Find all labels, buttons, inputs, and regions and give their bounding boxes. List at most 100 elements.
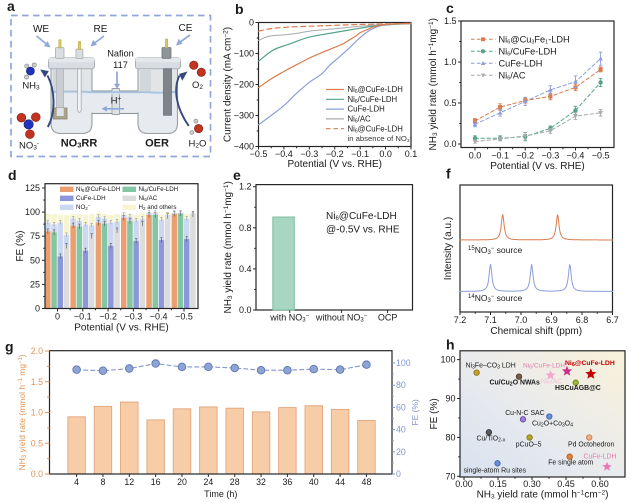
svg-text:6.7: 6.7	[606, 315, 619, 325]
svg-text:−0.4: −0.4	[150, 312, 168, 322]
svg-text:h: h	[446, 337, 455, 353]
svg-text:1.0: 1.0	[31, 408, 43, 418]
svg-text:−400: −400	[234, 142, 254, 152]
svg-text:CuFe-LDH: CuFe-LDH	[584, 454, 617, 461]
svg-text:Pd Octohedron: Pd Octohedron	[568, 441, 615, 448]
svg-text:12: 12	[124, 477, 134, 487]
svg-text:c: c	[446, 0, 454, 16]
svg-text:Time (h): Time (h)	[204, 489, 237, 499]
svg-text:FE (%): FE (%)	[15, 231, 26, 262]
svg-text:NO2−: NO2−	[76, 203, 91, 212]
svg-text:0.00: 0.00	[455, 479, 473, 489]
svg-text:in absence of NO3−: in absence of NO3−	[348, 134, 413, 144]
svg-text:0.0: 0.0	[469, 151, 482, 161]
svg-text:a: a	[7, 0, 15, 14]
svg-text:−0.1: −0.1	[74, 312, 92, 322]
svg-text:Fe single atom: Fe single atom	[548, 460, 593, 467]
svg-text:0.0: 0.0	[31, 469, 43, 479]
svg-text:NH3 yield rate (mmol h−1mg−1): NH3 yield rate (mmol h−1mg−1)	[223, 181, 235, 313]
svg-text:−0.4: −0.4	[567, 151, 585, 161]
svg-text:Ni6/AC: Ni6/AC	[541, 378, 562, 386]
svg-text:Ni6@CuFe-LDH: Ni6@CuFe-LDH	[76, 186, 120, 193]
svg-text:36: 36	[283, 477, 293, 487]
svg-text:−0.2: −0.2	[326, 149, 344, 159]
svg-text:117: 117	[113, 60, 128, 70]
svg-text:Ni6@Cu3Fe1-LDH: Ni6@Cu3Fe1-LDH	[499, 34, 570, 45]
svg-text:25: 25	[30, 279, 40, 289]
svg-text:CuFe-LDH: CuFe-LDH	[348, 105, 385, 114]
svg-text:Nafion: Nafion	[107, 49, 134, 59]
svg-text:100: 100	[440, 355, 455, 365]
svg-text:24: 24	[203, 477, 213, 487]
svg-text:CE: CE	[179, 23, 193, 34]
svg-text:0: 0	[249, 18, 254, 28]
svg-text:f: f	[446, 166, 451, 182]
svg-text:−0.3: −0.3	[300, 149, 318, 159]
svg-text:2.0: 2.0	[31, 346, 43, 356]
svg-text:NH3 yield rate (mmol h−1 mg−1): NH3 yield rate (mmol h−1 mg−1)	[17, 354, 28, 470]
svg-text:Cu/Cu2O NWAs: Cu/Cu2O NWAs	[490, 380, 541, 388]
svg-text:0.30: 0.30	[523, 479, 541, 489]
svg-text:60: 60	[396, 402, 406, 412]
svg-text:48: 48	[362, 477, 372, 487]
svg-text:@-0.5V vs. RHE: @-0.5V vs. RHE	[326, 225, 400, 236]
svg-text:50: 50	[30, 255, 40, 265]
svg-text:80: 80	[445, 432, 455, 442]
svg-text:1.2: 1.2	[239, 182, 252, 192]
svg-text:16: 16	[151, 477, 161, 487]
svg-text:32: 32	[256, 477, 266, 487]
svg-text:0.8: 0.8	[239, 223, 252, 233]
svg-text:Ni6/AC: Ni6/AC	[348, 115, 372, 125]
svg-text:0.1: 0.1	[405, 149, 418, 159]
svg-text:0.45: 0.45	[557, 479, 575, 489]
svg-text:0.15: 0.15	[489, 479, 507, 489]
svg-text:WE: WE	[33, 24, 49, 35]
svg-text:20: 20	[177, 477, 187, 487]
svg-text:8: 8	[100, 477, 105, 487]
svg-text:without NO3−: without NO3−	[315, 313, 368, 324]
svg-text:14NO3− source: 14NO3− source	[468, 293, 522, 304]
svg-text:Ni6@CuFe-LDH: Ni6@CuFe-LDH	[326, 211, 397, 222]
svg-text:−0.5: −0.5	[592, 151, 610, 161]
svg-text:O2: O2	[192, 80, 203, 91]
svg-text:40: 40	[396, 425, 406, 435]
svg-text:−100: −100	[234, 49, 254, 59]
svg-text:RE: RE	[94, 24, 108, 35]
svg-text:Ni6/AC: Ni6/AC	[499, 70, 526, 81]
svg-text:−300: −300	[234, 111, 254, 121]
svg-text:Ni3Fe–CO3 LDH: Ni3Fe–CO3 LDH	[466, 362, 516, 370]
svg-text:b: b	[235, 1, 244, 17]
svg-text:Potential (V vs. RHE): Potential (V vs. RHE)	[74, 323, 168, 334]
svg-text:NO3-: NO3-	[19, 140, 39, 152]
svg-text:Ni6/CuFe-LDH: Ni6/CuFe-LDH	[499, 46, 557, 57]
svg-text:15NO3− source: 15NO3− source	[468, 245, 522, 256]
svg-text:g: g	[5, 339, 14, 355]
svg-text:Potential (V vs. RHE): Potential (V vs. RHE)	[490, 161, 584, 172]
svg-text:7.2: 7.2	[454, 315, 467, 325]
svg-text:20: 20	[396, 447, 406, 457]
svg-text:Ni6/CuFe-LDH: Ni6/CuFe-LDH	[348, 95, 398, 105]
svg-text:Potential (V vs. RHE): Potential (V vs. RHE)	[288, 159, 382, 170]
svg-text:NH3: NH3	[22, 81, 40, 92]
svg-text:28: 28	[230, 477, 240, 487]
svg-text:OER: OER	[145, 138, 169, 150]
svg-text:0: 0	[35, 304, 40, 314]
svg-text:44: 44	[335, 477, 345, 487]
svg-text:NH3 yield rate (mmol h−1mg−1): NH3 yield rate (mmol h−1mg−1)	[428, 18, 440, 150]
svg-text:0.60: 0.60	[591, 479, 609, 489]
svg-text:100: 100	[396, 358, 411, 368]
svg-text:0.4: 0.4	[239, 264, 252, 274]
svg-text:0.5: 0.5	[31, 438, 43, 448]
svg-text:125: 125	[25, 183, 40, 193]
svg-text:75: 75	[30, 231, 40, 241]
svg-text:100: 100	[25, 207, 40, 217]
svg-text:NH3 yield rate (mmol h−1cm−2): NH3 yield rate (mmol h−1cm−2)	[477, 489, 609, 501]
svg-text:40: 40	[309, 477, 319, 487]
svg-text:e: e	[233, 167, 241, 183]
svg-text:Ni6@CuFe-LDH: Ni6@CuFe-LDH	[348, 85, 403, 95]
svg-text:0: 0	[55, 312, 60, 322]
svg-text:OCP: OCP	[378, 313, 398, 323]
svg-text:0: 0	[396, 469, 401, 479]
svg-text:Intensity (a.u.): Intensity (a.u.)	[443, 217, 454, 280]
svg-text:1.5: 1.5	[31, 377, 43, 387]
